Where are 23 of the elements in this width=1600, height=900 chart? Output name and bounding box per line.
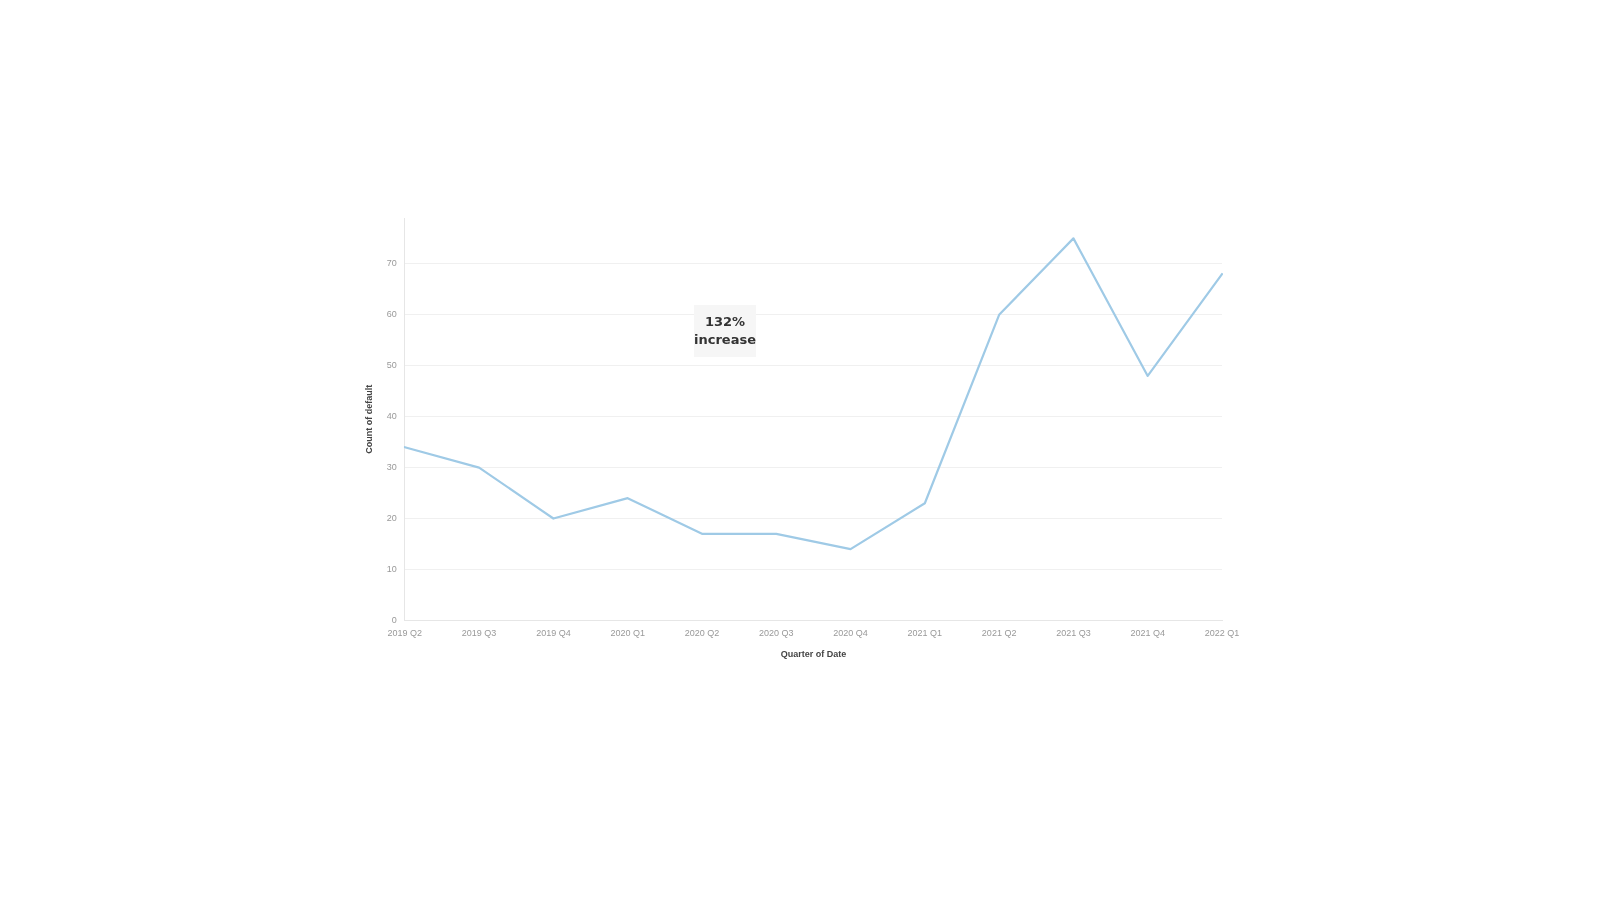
y-tick-label: 30 [386,462,397,473]
x-tick-label: 2019 Q2 [387,628,423,639]
x-tick-label: 2021 Q3 [1056,628,1091,639]
y-tick-label: 10 [386,563,397,574]
x-tick-label: 2021 Q1 [907,628,943,639]
x-tick-label: 2019 Q4 [536,628,571,639]
y-tick-label: 40 [386,411,397,422]
x-tick-label: 2019 Q3 [461,628,497,639]
x-tick-label: 2020 Q1 [610,628,645,639]
y-tick-label: 60 [386,309,397,320]
y-tick-label: 20 [386,513,397,524]
y-tick-label: 70 [386,258,397,269]
y-tick-label: 50 [386,360,397,371]
x-tick-label: 2022 Q1 [1204,628,1240,639]
x-tick-label: 2020 Q3 [758,628,794,639]
annotation: 132% increase [694,305,756,357]
x-tick-label: 2020 Q2 [684,628,720,639]
x-axis-title: Quarter of Date [780,649,847,660]
x-tick-label: 2021 Q2 [981,628,1017,639]
y-axis-title: Count of default [363,384,374,454]
x-tick-label: 2020 Q4 [833,628,868,639]
y-tick-label: 0 [391,614,397,625]
x-tick-label: 2021 Q4 [1130,628,1165,639]
